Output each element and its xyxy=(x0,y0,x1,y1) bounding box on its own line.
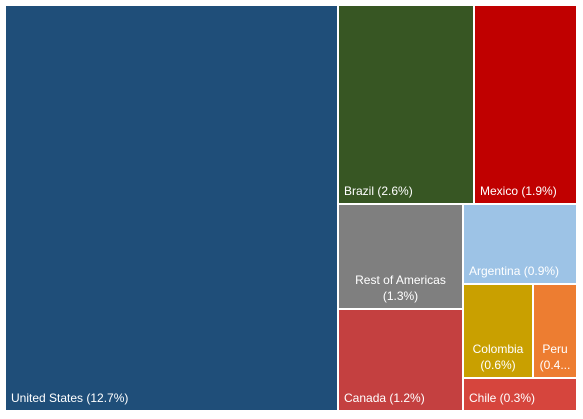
tile-canada[interactable]: Canada (1.2%) xyxy=(338,309,463,411)
tile-label-argentina: Argentina (0.9%) xyxy=(469,264,560,278)
tile-brazil[interactable]: Brazil (2.6%) xyxy=(338,5,474,204)
tile-colombia[interactable]: Colombia (0.6%) xyxy=(463,284,533,378)
tile-label-brazil: Brazil (2.6%) xyxy=(344,184,413,198)
tile-label-united-states: United States (12.7%) xyxy=(11,391,129,405)
tile-label-peru: Peru (0.4... xyxy=(534,341,576,373)
tile-label-peru-name: Peru xyxy=(542,342,568,356)
tile-label-rest-of-americas: Rest of Americas (1.3%) xyxy=(339,272,462,304)
tile-label-rest-of-americas-name: Rest of Americas xyxy=(355,273,446,287)
tile-label-colombia-value: (0.6%) xyxy=(480,358,516,372)
tile-label-rest-of-americas-value: (1.3%) xyxy=(382,289,419,303)
tile-label-colombia-name: Colombia xyxy=(472,342,524,356)
tile-argentina[interactable]: Argentina (0.9%) xyxy=(463,204,577,284)
tile-label-peru-value: (0.4... xyxy=(539,358,571,372)
tile-rest-of-americas[interactable]: Rest of Americas (1.3%) xyxy=(338,204,463,309)
tile-label-canada: Canada (1.2%) xyxy=(344,391,425,405)
tile-peru[interactable]: Peru (0.4... xyxy=(533,284,577,378)
tile-label-chile: Chile (0.3%) xyxy=(469,391,536,405)
tile-chile[interactable]: Chile (0.3%) xyxy=(463,378,577,411)
tile-label-colombia: Colombia (0.6%) xyxy=(464,341,532,373)
tile-united-states[interactable]: United States (12.7%) xyxy=(5,5,338,411)
tile-label-mexico: Mexico (1.9%) xyxy=(480,184,557,198)
tile-mexico[interactable]: Mexico (1.9%) xyxy=(474,5,577,204)
